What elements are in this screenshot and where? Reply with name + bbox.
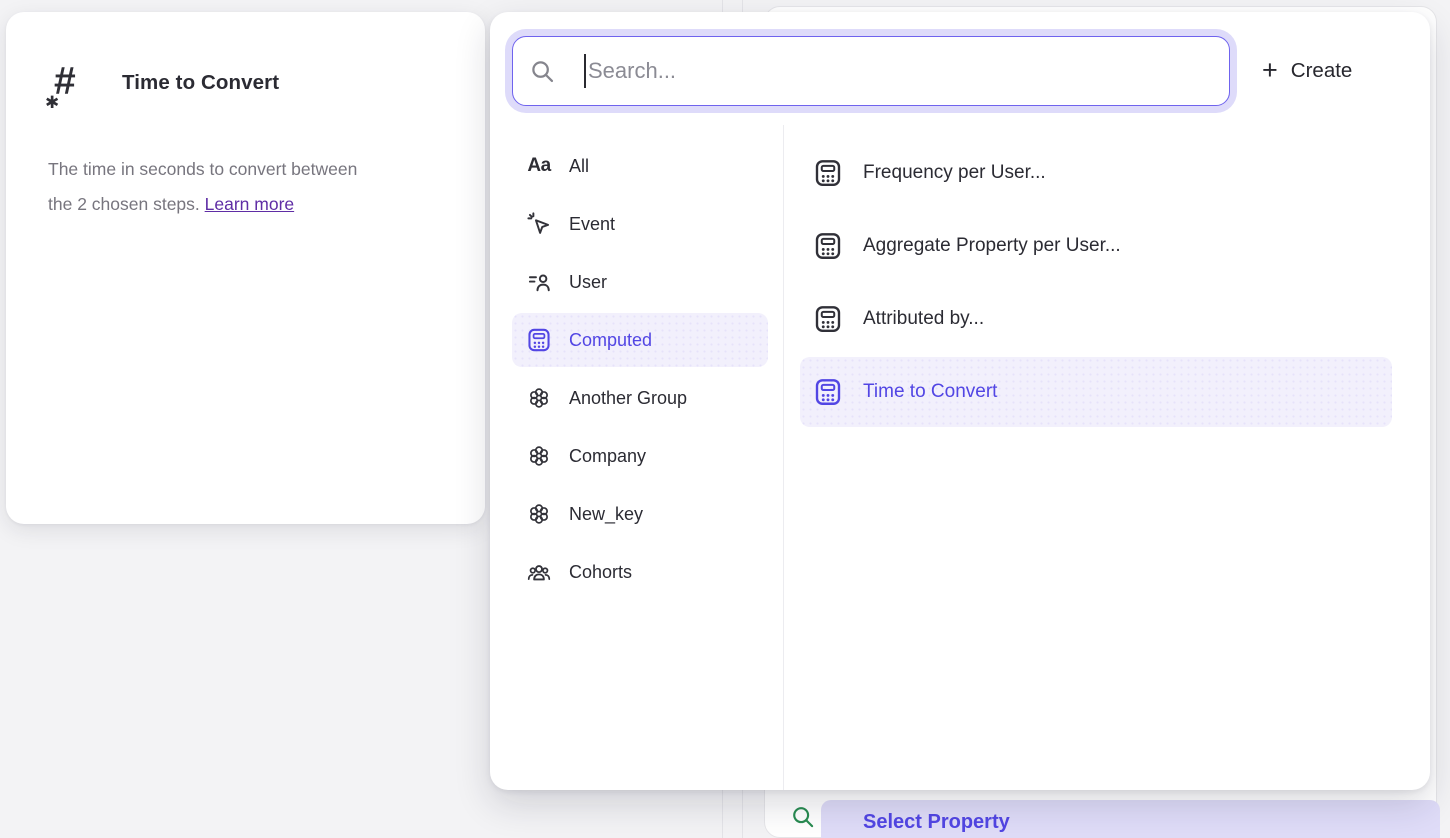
tooltip-header: # ✱ Time to Convert (45, 60, 280, 112)
result-frequency-per-user[interactable]: Frequency per User... (800, 138, 1392, 208)
result-aggregate-property-per-user[interactable]: Aggregate Property per User... (800, 211, 1392, 281)
select-property-label: Select Property (863, 811, 1010, 833)
calculator-icon (813, 377, 843, 407)
cohorts-people-icon (526, 559, 552, 585)
calculator-icon (813, 231, 843, 261)
user-list-icon (526, 269, 552, 295)
calculator-icon (526, 327, 552, 353)
panel-divider (783, 125, 784, 790)
learn-more-link[interactable]: Learn more (204, 194, 295, 214)
category-cohorts[interactable]: Cohorts (512, 543, 768, 601)
plus-icon: + (1262, 54, 1278, 85)
results-list: Frequency per User... Aggregate Property… (800, 138, 1392, 430)
result-time-to-convert[interactable]: Time to Convert (800, 357, 1392, 427)
result-attributed-by[interactable]: Attributed by... (800, 284, 1392, 354)
tooltip-description: The time in seconds to convert between t… (48, 159, 358, 214)
group-cluster-icon (526, 443, 552, 469)
numeric-property-icon: # ✱ (45, 60, 76, 112)
search-icon (529, 58, 556, 85)
category-computed[interactable]: Computed (512, 313, 768, 367)
select-property-row[interactable]: Select Property (789, 797, 1440, 838)
calculator-icon (813, 304, 843, 334)
property-picker-popover: + Create Aa All Event User Computed (490, 12, 1430, 790)
category-event[interactable]: Event (512, 195, 768, 253)
group-cluster-icon (526, 501, 552, 527)
group-cluster-icon (526, 385, 552, 411)
asterisk-glyph: ✱ (45, 93, 60, 112)
tooltip-title: Time to Convert (122, 71, 280, 94)
select-property-pill[interactable]: Select Property (821, 800, 1440, 838)
property-tooltip-card: # ✱ Time to Convert The time in seconds … (6, 12, 485, 524)
search-icon (790, 804, 816, 830)
search-box[interactable] (512, 36, 1230, 106)
category-list: Aa All Event User Computed Another Group (512, 137, 768, 601)
category-company[interactable]: Company (512, 427, 768, 485)
create-button[interactable]: + Create (1248, 48, 1366, 94)
event-click-icon (526, 211, 552, 237)
text-aa-icon: Aa (527, 155, 551, 176)
calculator-icon (813, 158, 843, 188)
category-all[interactable]: Aa All (512, 137, 768, 195)
create-button-label: Create (1290, 59, 1353, 82)
text-caret (584, 54, 586, 88)
category-another-group[interactable]: Another Group (512, 369, 768, 427)
category-new-key[interactable]: New_key (512, 485, 768, 543)
search-input[interactable] (588, 58, 1213, 84)
category-user[interactable]: User (512, 253, 768, 311)
